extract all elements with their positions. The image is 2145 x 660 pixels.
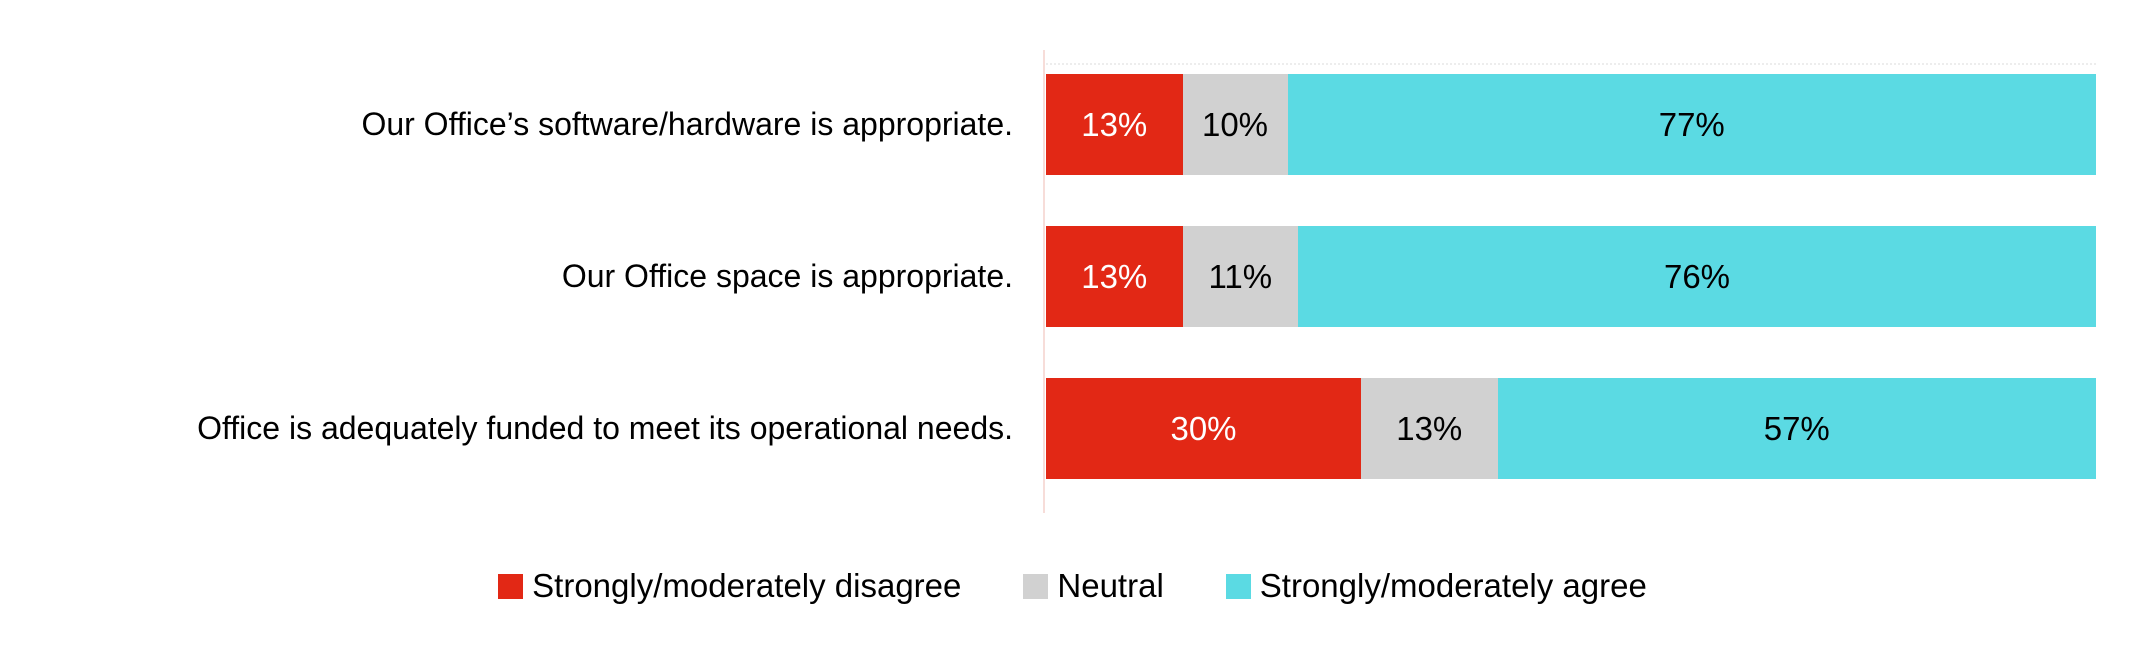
- plot-area-top-border: [1046, 63, 2096, 65]
- stacked-bar: 13% 11% 76%: [1046, 226, 2096, 327]
- bar-row: Office is adequately funded to meet its …: [0, 378, 2145, 479]
- legend-label: Strongly/moderately disagree: [532, 567, 962, 604]
- bar-row: Our Office space is appropriate. 13% 11%…: [0, 226, 2145, 327]
- category-label: Our Office’s software/hardware is approp…: [361, 106, 1013, 143]
- value-label: 76%: [1663, 257, 1731, 295]
- legend-swatch-disagree: [498, 573, 524, 599]
- legend: Strongly/moderately disagree Neutral Str…: [0, 561, 2145, 611]
- legend-swatch-neutral: [1023, 573, 1049, 599]
- value-label: 30%: [1170, 409, 1237, 447]
- legend-item-agree: Strongly/moderately agree: [1225, 567, 1647, 605]
- bar-segment-disagree: 13%: [1046, 226, 1183, 327]
- bar-row: Our Office’s software/hardware is approp…: [0, 74, 2145, 175]
- legend-label: Strongly/moderately agree: [1259, 567, 1647, 604]
- stacked-bar: 13% 10% 77%: [1046, 74, 2096, 175]
- category-label: Our Office space is appropriate.: [561, 258, 1013, 295]
- legend-label: Neutral: [1057, 567, 1164, 604]
- value-label: 13%: [1081, 257, 1148, 295]
- category-label: Office is adequately funded to meet its …: [197, 410, 1013, 447]
- value-label: 77%: [1658, 105, 1725, 143]
- bar-segment-agree: 57%: [1497, 378, 2096, 479]
- bar-segment-disagree: 30%: [1046, 378, 1361, 479]
- legend-swatch-agree: [1225, 573, 1251, 599]
- bar-segment-neutral: 13%: [1361, 378, 1498, 479]
- value-label: 10%: [1201, 105, 1269, 143]
- legend-item-neutral: Neutral: [1023, 567, 1164, 605]
- legend-item-disagree: Strongly/moderately disagree: [498, 567, 961, 605]
- value-label: 13%: [1081, 105, 1148, 143]
- stacked-bar: 30% 13% 57%: [1046, 378, 2096, 479]
- bar-segment-disagree: 13%: [1046, 74, 1183, 175]
- value-label: 13%: [1396, 409, 1463, 447]
- value-label: 11%: [1208, 257, 1273, 295]
- bar-segment-neutral: 10%: [1182, 74, 1288, 175]
- bar-segment-agree: 77%: [1287, 74, 2096, 175]
- bar-segment-neutral: 11%: [1182, 226, 1298, 327]
- bar-segment-agree: 76%: [1298, 226, 2096, 327]
- value-label: 57%: [1763, 409, 1830, 447]
- y-axis-line: [1043, 50, 1045, 513]
